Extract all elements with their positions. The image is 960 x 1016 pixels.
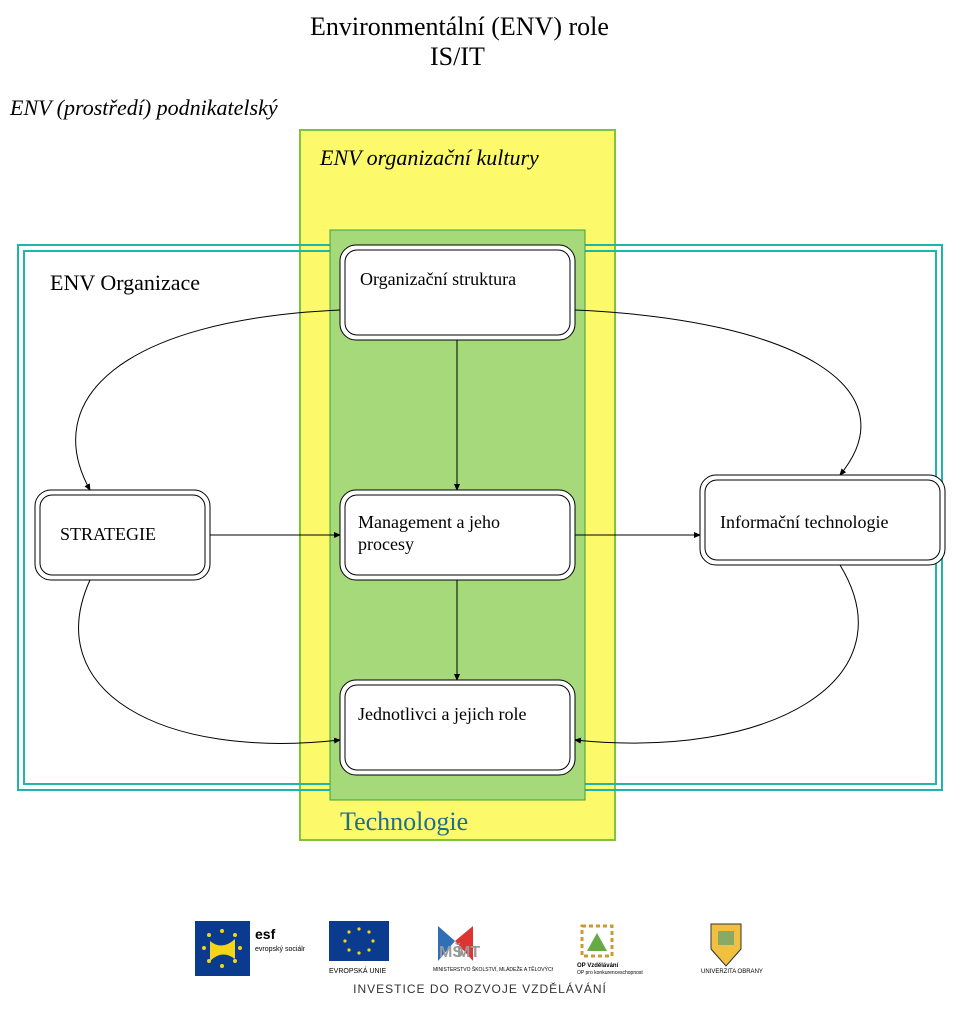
logo-eu: EVROPSKÁ UNIE <box>329 921 409 976</box>
node-jednotlivci-label: Jednotlivci a jejich role <box>358 704 526 724</box>
node-informacni: Informační technologie <box>700 475 945 565</box>
node-management: Management a jeho procesy <box>340 490 575 580</box>
logo-msmt: MŠ MT MINISTERSTVO ŠKOLSTVÍ, MLÁDEŽE A T… <box>433 921 553 976</box>
logo-uo: UNIVERZITA OBRANY <box>696 921 766 976</box>
label-technologie: Technologie <box>340 807 468 836</box>
footer: esf evropský sociální fond v ČR EVROPSKÁ… <box>0 921 960 996</box>
title-line1: Environmentální (ENV) role <box>310 12 609 41</box>
logo-opvk: OP Vzdělávání OP pro konkurenceschopnost <box>577 921 672 976</box>
node-informacni-label: Informační technologie <box>720 512 888 532</box>
label-env-kultury: ENV organizační kultury <box>319 145 539 170</box>
svg-text:OP Vzdělávání: OP Vzdělávání <box>577 963 619 969</box>
svg-text:MT: MT <box>457 944 480 961</box>
node-management-label-l1: Management a jeho <box>358 512 500 532</box>
node-strategie: STRATEGIE <box>35 490 210 580</box>
arc-informacni-to-jednotlivci <box>575 565 858 743</box>
arc-org-to-informacni <box>575 310 861 475</box>
svg-text:esf: esf <box>255 926 276 942</box>
env-role-diagram: Organizační struktura STRATEGIE Manageme… <box>0 0 960 880</box>
logo-esf: esf evropský sociální fond v ČR <box>195 921 305 976</box>
svg-text:EVROPSKÁ UNIE: EVROPSKÁ UNIE <box>329 966 387 975</box>
node-org-struktura-label: Organizační struktura <box>360 269 516 289</box>
node-strategie-label: STRATEGIE <box>60 524 156 544</box>
title-line2: IS/IT <box>430 42 485 71</box>
footer-logo-row: esf evropský sociální fond v ČR EVROPSKÁ… <box>0 921 960 976</box>
svg-text:evropský sociální fond v ČR: evropský sociální fond v ČR <box>255 944 305 953</box>
label-env-organizace: ENV Organizace <box>50 270 200 295</box>
label-env-prostredi: ENV (prostředí) podnikatelský <box>9 95 278 120</box>
svg-text:UNIVERZITA OBRANY: UNIVERZITA OBRANY <box>701 969 763 975</box>
node-management-label-l2: procesy <box>358 534 414 554</box>
svg-text:MINISTERSTVO ŠKOLSTVÍ, MLÁDEŽE: MINISTERSTVO ŠKOLSTVÍ, MLÁDEŽE A TĚLOVÝC… <box>433 965 553 973</box>
node-org-struktura: Organizační struktura <box>340 245 575 340</box>
node-jednotlivci: Jednotlivci a jejich role <box>340 680 575 775</box>
svg-text:OP pro konkurenceschopnost: OP pro konkurenceschopnost <box>577 970 643 976</box>
footer-caption: INVESTICE DO ROZVOJE VZDĚLÁVÁNÍ <box>0 982 960 996</box>
